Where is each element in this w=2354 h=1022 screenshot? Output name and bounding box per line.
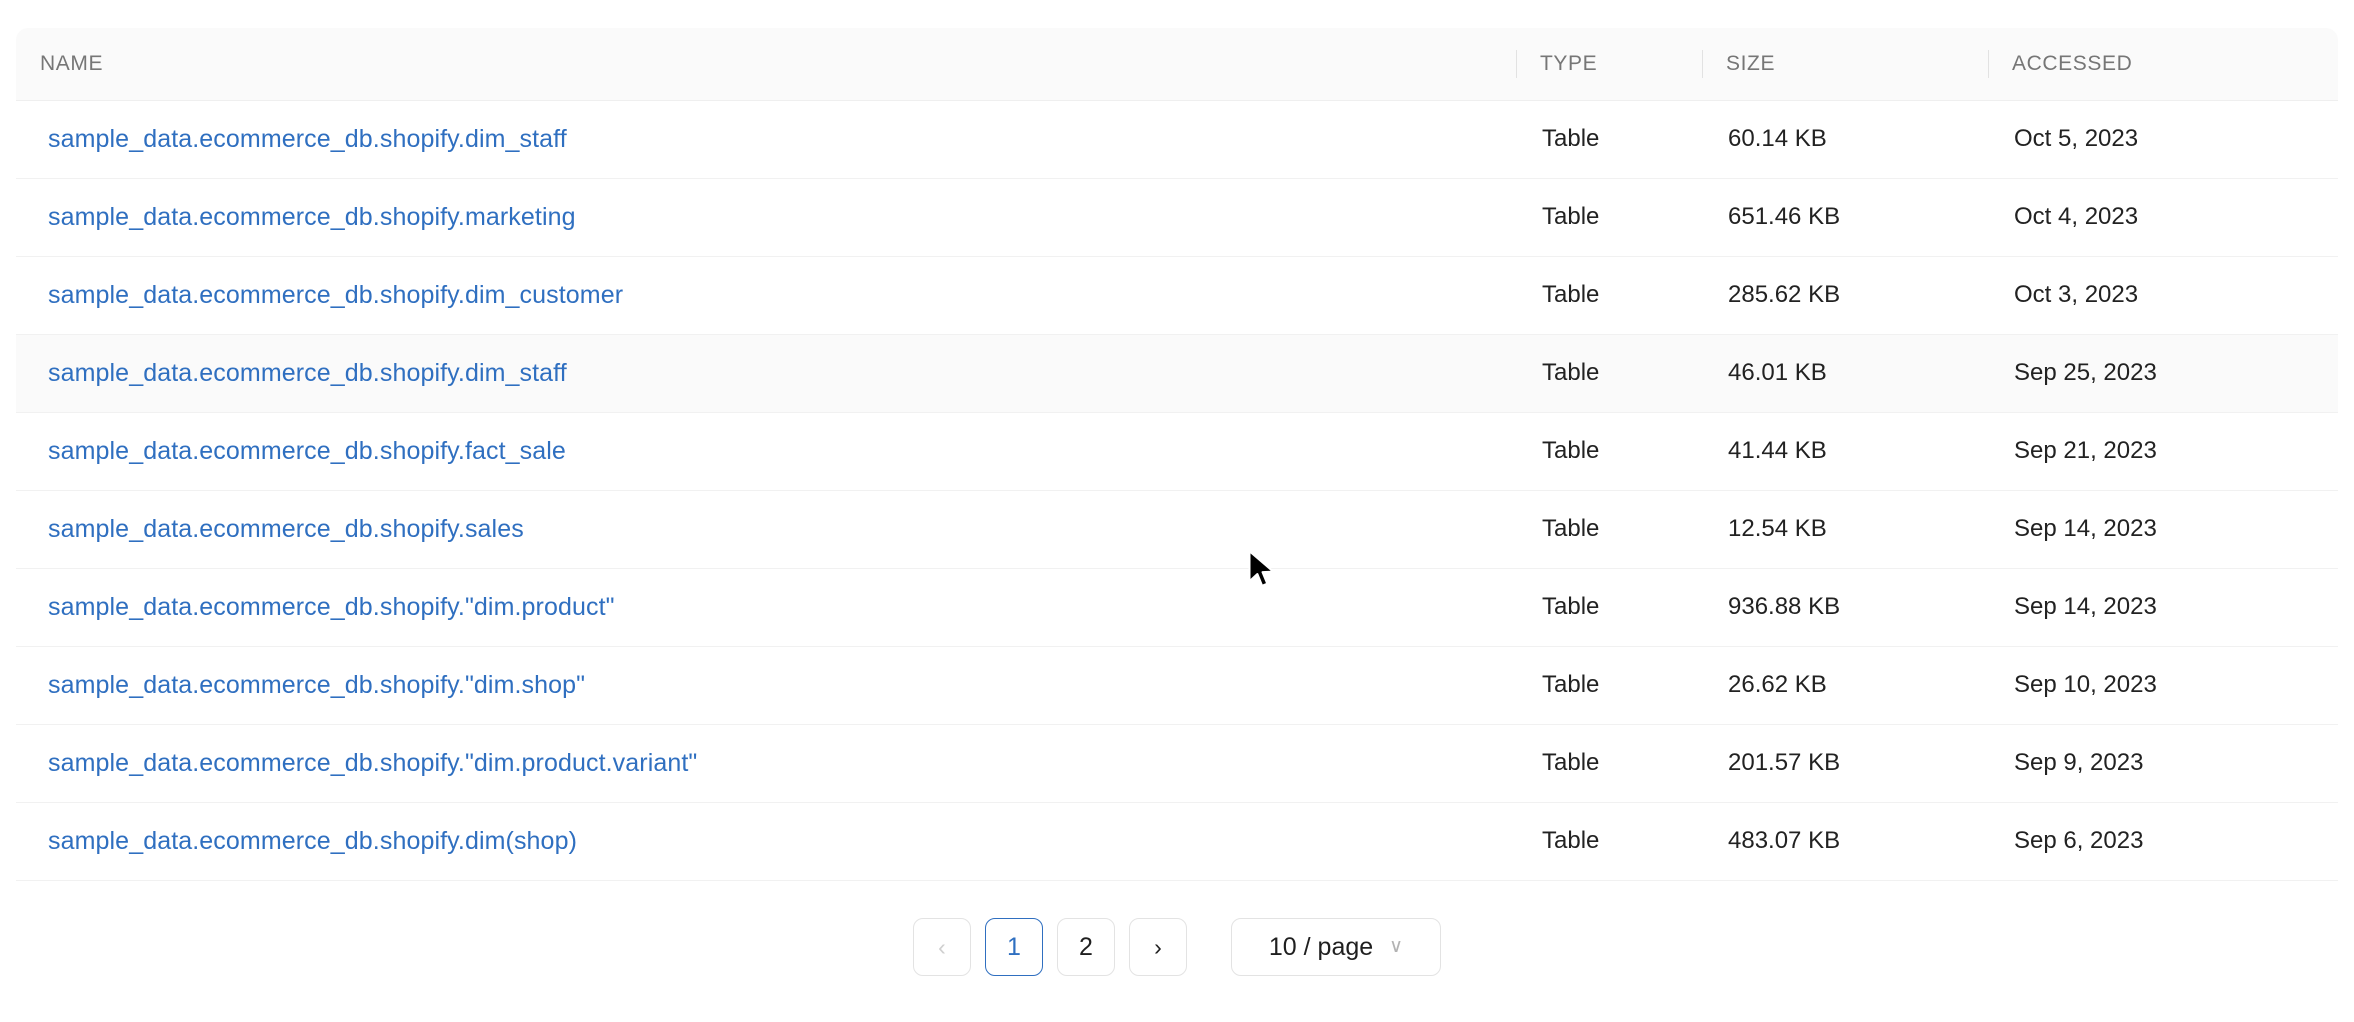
table-row[interactable]: sample_data.ecommerce_db.shopify."dim.pr… bbox=[16, 568, 2338, 646]
table-body: sample_data.ecommerce_db.shopify.dim_sta… bbox=[16, 100, 2338, 880]
table-name-link[interactable]: sample_data.ecommerce_db.shopify.dim_sta… bbox=[48, 358, 567, 387]
chevron-right-icon: › bbox=[1154, 933, 1162, 960]
table-cell-size: 285.62 KB bbox=[1728, 281, 1841, 308]
pagination-page-1-button[interactable]: 1 bbox=[985, 918, 1043, 976]
table-row[interactable]: sample_data.ecommerce_db.shopify.marketi… bbox=[16, 178, 2338, 256]
table-cell-size: 483.07 KB bbox=[1728, 827, 1841, 854]
table-name-link[interactable]: sample_data.ecommerce_db.shopify.dim_sta… bbox=[48, 124, 567, 153]
table-cell-type: Table bbox=[1542, 593, 1600, 620]
table-cell-type: Table bbox=[1542, 281, 1600, 308]
table-row[interactable]: sample_data.ecommerce_db.shopify.sales T… bbox=[16, 490, 2338, 568]
table-name-link[interactable]: sample_data.ecommerce_db.shopify."dim.pr… bbox=[48, 592, 615, 621]
table-cell-type: Table bbox=[1542, 671, 1600, 698]
table-cell-name: sample_data.ecommerce_db.shopify.dim(sho… bbox=[16, 802, 1516, 880]
pagination-next-button[interactable]: › bbox=[1129, 918, 1187, 976]
table-container: NAME TYPE SIZE ACCESSED sample_data.ecom… bbox=[16, 28, 2338, 881]
column-header-size[interactable]: SIZE bbox=[1702, 28, 1988, 101]
table-cell-name: sample_data.ecommerce_db.shopify.dim_sta… bbox=[16, 100, 1516, 178]
table-name-link[interactable]: sample_data.ecommerce_db.shopify."dim.sh… bbox=[48, 670, 586, 699]
table-cell-type: Table bbox=[1542, 359, 1600, 386]
table-row[interactable]: sample_data.ecommerce_db.shopify.fact_sa… bbox=[16, 412, 2338, 490]
table-cell-name: sample_data.ecommerce_db.shopify."dim.sh… bbox=[16, 646, 1516, 724]
table-row[interactable]: sample_data.ecommerce_db.shopify."dim.sh… bbox=[16, 646, 2338, 724]
table-cell-accessed: Sep 21, 2023 bbox=[2014, 437, 2157, 464]
table-cell-accessed: Sep 10, 2023 bbox=[2014, 671, 2157, 698]
table-cell-type: Table bbox=[1542, 827, 1600, 854]
chevron-down-icon: ∨ bbox=[1389, 935, 1404, 957]
table-name-link[interactable]: sample_data.ecommerce_db.shopify.sales bbox=[48, 514, 524, 543]
table-cell-accessed: Sep 25, 2023 bbox=[2014, 359, 2157, 386]
table-cell-accessed: Sep 6, 2023 bbox=[2014, 827, 2144, 854]
table-cell-accessed: Oct 5, 2023 bbox=[2014, 125, 2139, 152]
table-cell-name: sample_data.ecommerce_db.shopify.marketi… bbox=[16, 178, 1516, 256]
table-header-row: NAME TYPE SIZE ACCESSED bbox=[16, 28, 2338, 101]
tables-list-table: NAME TYPE SIZE ACCESSED sample_data.ecom… bbox=[16, 28, 2338, 881]
table-cell-type: Table bbox=[1542, 125, 1600, 152]
table-name-link[interactable]: sample_data.ecommerce_db.shopify.marketi… bbox=[48, 202, 576, 231]
column-header-name[interactable]: NAME bbox=[16, 28, 1516, 101]
table-cell-size: 936.88 KB bbox=[1728, 593, 1841, 620]
table-cell-size: 26.62 KB bbox=[1728, 671, 1827, 698]
table-header: NAME TYPE SIZE ACCESSED bbox=[16, 28, 2338, 101]
table-cell-name: sample_data.ecommerce_db.shopify."dim.pr… bbox=[16, 724, 1516, 802]
table-cell-name: sample_data.ecommerce_db.shopify."dim.pr… bbox=[16, 568, 1516, 646]
table-cell-accessed: Sep 14, 2023 bbox=[2014, 515, 2157, 542]
table-row[interactable]: sample_data.ecommerce_db.shopify.dim_cus… bbox=[16, 256, 2338, 334]
table-cell-accessed: Oct 4, 2023 bbox=[2014, 203, 2139, 230]
table-name-link[interactable]: sample_data.ecommerce_db.shopify.fact_sa… bbox=[48, 436, 566, 465]
table-row[interactable]: sample_data.ecommerce_db.shopify.dim(sho… bbox=[16, 802, 2338, 880]
table-cell-accessed: Oct 3, 2023 bbox=[2014, 281, 2139, 308]
table-cell-type: Table bbox=[1542, 515, 1600, 542]
page-size-label: 10 / page bbox=[1268, 932, 1374, 961]
table-cell-size: 60.14 KB bbox=[1728, 125, 1827, 152]
table-cell-accessed: Sep 14, 2023 bbox=[2014, 593, 2157, 620]
table-cell-type: Table bbox=[1542, 437, 1600, 464]
page-size-select[interactable]: 10 / page ∨ bbox=[1231, 918, 1441, 976]
table-name-link[interactable]: sample_data.ecommerce_db.shopify.dim_cus… bbox=[48, 280, 624, 309]
table-row[interactable]: sample_data.ecommerce_db.shopify.dim_sta… bbox=[16, 334, 2338, 412]
pagination-prev-button[interactable]: ‹ bbox=[913, 918, 971, 976]
column-header-accessed[interactable]: ACCESSED bbox=[1988, 28, 2338, 101]
chevron-left-icon: ‹ bbox=[938, 933, 946, 960]
table-cell-size: 46.01 KB bbox=[1728, 359, 1827, 386]
table-cell-size: 12.54 KB bbox=[1728, 515, 1827, 542]
table-row[interactable]: sample_data.ecommerce_db.shopify."dim.pr… bbox=[16, 724, 2338, 802]
table-cell-size: 651.46 KB bbox=[1728, 203, 1841, 230]
table-cell-name: sample_data.ecommerce_db.shopify.sales bbox=[16, 490, 1516, 568]
pagination: ‹ 1 2 › 10 / page ∨ bbox=[0, 918, 2354, 976]
table-cell-size: 41.44 KB bbox=[1728, 437, 1827, 464]
table-cell-type: Table bbox=[1542, 749, 1600, 776]
table-name-link[interactable]: sample_data.ecommerce_db.shopify."dim.pr… bbox=[48, 748, 698, 777]
table-cell-name: sample_data.ecommerce_db.shopify.fact_sa… bbox=[16, 412, 1516, 490]
table-cell-name: sample_data.ecommerce_db.shopify.dim_sta… bbox=[16, 334, 1516, 412]
table-cell-size: 201.57 KB bbox=[1728, 749, 1841, 776]
table-name-link[interactable]: sample_data.ecommerce_db.shopify.dim(sho… bbox=[48, 826, 577, 855]
table-row[interactable]: sample_data.ecommerce_db.shopify.dim_sta… bbox=[16, 100, 2338, 178]
table-cell-name: sample_data.ecommerce_db.shopify.dim_cus… bbox=[16, 256, 1516, 334]
pagination-page-2-button[interactable]: 2 bbox=[1057, 918, 1115, 976]
table-cell-type: Table bbox=[1542, 203, 1600, 230]
column-header-type[interactable]: TYPE bbox=[1516, 28, 1702, 101]
table-cell-accessed: Sep 9, 2023 bbox=[2014, 749, 2144, 776]
